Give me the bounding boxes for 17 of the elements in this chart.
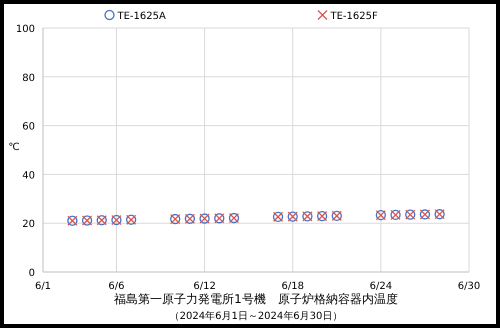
y-tick-label: 0	[28, 268, 35, 279]
text: （2024年6月1日～2024年6月30日）	[170, 310, 342, 322]
y-tick-label: 80	[22, 72, 35, 84]
y-tick-label: 100	[16, 24, 35, 35]
x-tick-label: 6/1	[34, 281, 52, 292]
y-tick-label: 60	[22, 122, 35, 133]
x-tick-label: 6/12	[193, 281, 216, 292]
y-tick-label: 40	[22, 170, 35, 182]
legend-label: TE-1625F	[330, 11, 378, 22]
text: 福島第一原子力発電所1号機 原子炉格納容器内温度	[114, 292, 398, 306]
x-tick-label: 6/24	[370, 281, 392, 292]
y-tick-label: 20	[22, 219, 35, 230]
x-tick-label: 6/30	[458, 281, 480, 292]
legend-label: TE-1625A	[116, 11, 166, 22]
y-axis-title: ℃	[8, 142, 20, 153]
x-tick-label: 6/18	[281, 281, 304, 292]
x-tick-label: 6/6	[108, 281, 124, 292]
